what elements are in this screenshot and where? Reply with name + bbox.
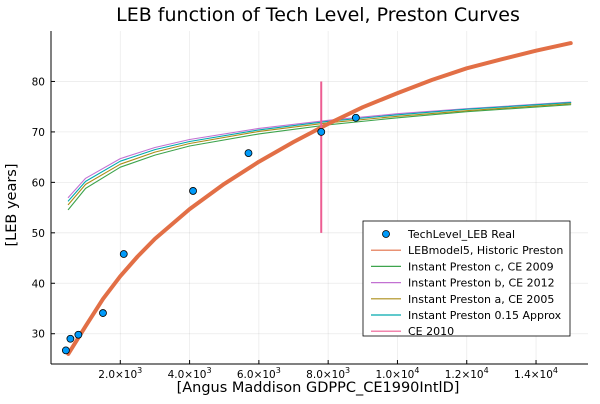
x-tick-mantissa: 1.2: [445, 369, 462, 381]
scatter-point: [351, 113, 360, 122]
x-tick-exponent: 3: [137, 366, 142, 375]
x-tick-times-ten: ×10: [531, 369, 553, 381]
legend: TechLevel_LEB Real LEBmodel5, Historic Pr…: [362, 220, 571, 338]
x-tick-mantissa: 4.0: [168, 369, 185, 381]
legend-label: LEBmodel5, Historic Preston: [408, 244, 563, 257]
legend-label: Instant Preston 0.15 Approx: [408, 309, 562, 322]
scatter-point: [119, 250, 128, 258]
series-line-0: [66, 41, 573, 356]
legend-marker: [382, 230, 390, 238]
y-tick-label: 60: [32, 177, 45, 189]
scatter-point: [189, 187, 197, 195]
x-tick-label: 1.4×104: [514, 366, 558, 381]
y-tick-label: 70: [32, 127, 45, 139]
legend-box: [362, 220, 571, 337]
y-axis-label: [LEB years]: [4, 163, 20, 246]
scatter-point: [244, 149, 253, 158]
x-tick-mantissa: 1.4: [514, 369, 531, 381]
scatter-point: [74, 330, 83, 339]
x-tick-exponent: 3: [206, 366, 211, 375]
x-tick-mantissa: 8.0: [306, 369, 323, 381]
y-tick-label: 30: [32, 329, 45, 341]
x-tick-label: 2.0×103: [98, 366, 142, 381]
x-tick-times-ten: ×10: [254, 369, 276, 381]
series-line-1: [67, 104, 572, 211]
scatter-points: [61, 113, 360, 355]
chart-title: LEB function of Tech Level, Preston Curv…: [116, 4, 520, 26]
series-lines: [66, 41, 573, 356]
scatter-point: [61, 346, 70, 355]
x-tick-label: 8.0×103: [306, 366, 350, 381]
x-axis-label: [Angus Maddison GDPPC_CE1990IntlD]: [177, 380, 460, 396]
y-tick-label: 50: [32, 228, 45, 240]
x-tick-exponent: 3: [345, 366, 350, 375]
legend-label: Instant Preston c, CE 2009: [408, 260, 554, 273]
x-tick-times-ten: ×10: [184, 369, 206, 381]
legend-label: Instant Preston b, CE 2012: [408, 277, 555, 290]
x-tick-exponent: 3: [276, 366, 281, 375]
x-tick-times-ten: ×10: [392, 369, 414, 381]
y-tick-label: 40: [32, 278, 45, 290]
x-tick-exponent: 4: [553, 366, 558, 375]
scatter-point: [317, 128, 326, 136]
series-line-3: [67, 103, 572, 206]
scatter-point: [66, 334, 75, 343]
x-tick-label: 1.2×104: [445, 366, 489, 381]
x-tick-times-ten: ×10: [115, 369, 137, 381]
x-tick-mantissa: 1.0: [375, 369, 392, 381]
x-tick-exponent: 4: [414, 366, 419, 375]
x-tick-mantissa: 2.0: [98, 369, 115, 381]
x-tick-exponent: 4: [484, 366, 489, 375]
axes: 2.0×103 4.0×103 6.0×103 8.0×103 1.0×104 1.2×1…: [32, 31, 588, 381]
y-tick-label: 80: [32, 76, 45, 88]
legend-label: TechLevel_LEB Real: [407, 228, 515, 241]
x-tick-label: 1.0×104: [375, 366, 419, 381]
legend-label: CE 2010: [408, 325, 454, 338]
x-tick-mantissa: 6.0: [237, 369, 254, 381]
x-tick-label: 4.0×103: [168, 366, 212, 381]
x-tick-times-ten: ×10: [461, 369, 483, 381]
series-line-2: [67, 101, 572, 199]
scatter-point: [99, 309, 107, 317]
x-tick-label: 6.0×103: [237, 366, 281, 381]
series-line-4: [67, 102, 572, 202]
x-tick-times-ten: ×10: [323, 369, 345, 381]
legend-label: Instant Preston a, CE 2005: [408, 293, 554, 306]
